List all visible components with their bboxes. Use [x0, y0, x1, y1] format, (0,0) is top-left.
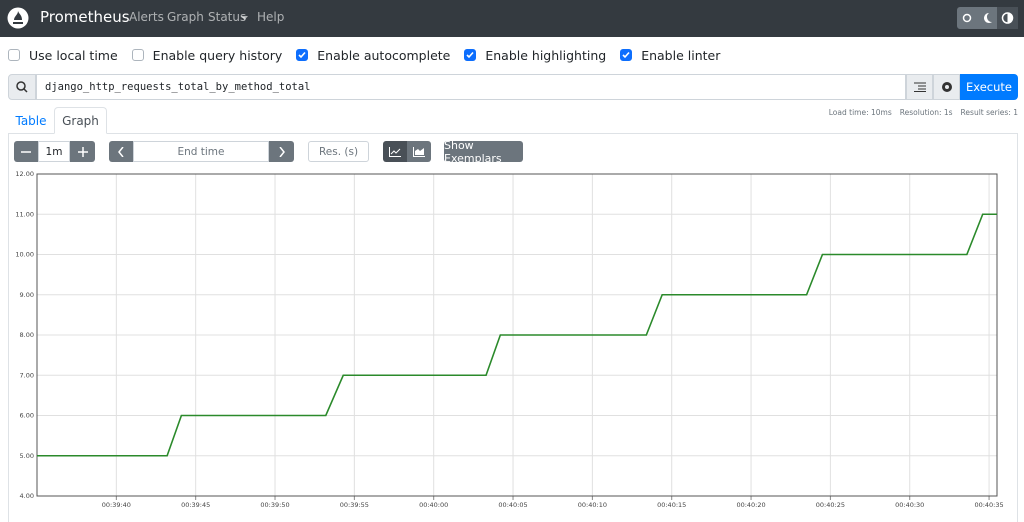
- x-tick-label: 00:39:50: [260, 501, 289, 509]
- exemplars-button[interactable]: Show Exemplars: [444, 139, 523, 165]
- caret: [241, 16, 248, 20]
- x-tick-label: 00:39:55: [340, 501, 369, 509]
- next-time[interactable]: [269, 141, 294, 162]
- x-tick-label: 00:40:05: [498, 501, 527, 509]
- stacked-chart-toggle[interactable]: [407, 141, 431, 162]
- search-icon: [8, 74, 36, 100]
- series-line: [37, 213, 997, 457]
- tab[interactable]: Table: [15, 113, 47, 128]
- x-tick-label: 00:40:10: [578, 501, 607, 509]
- stat: Result series: 1: [960, 108, 1018, 117]
- option-label[interactable]: Use local time: [29, 47, 118, 63]
- y-tick-label: 5.00: [20, 452, 34, 460]
- nav-link[interactable]: Help: [257, 10, 285, 24]
- checkbox[interactable]: [8, 49, 20, 61]
- execute-button[interactable]: Execute: [960, 74, 1018, 100]
- brand[interactable]: Prometheus: [40, 8, 130, 26]
- nav-link[interactable]: Status: [208, 10, 247, 24]
- stat: Load time: 10ms: [828, 108, 892, 117]
- options: Use local time Enable query history Enable…: [8, 47, 720, 63]
- y-tick-label: 11.00: [15, 210, 34, 218]
- x-tick-label: 00:40:00: [419, 501, 448, 509]
- metrics-explorer[interactable]: [933, 74, 960, 100]
- nav-link[interactable]: Alerts: [129, 10, 164, 24]
- logo[interactable]: [7, 7, 29, 29]
- nav-link[interactable]: Graph: [167, 10, 204, 24]
- stats: Load time: 10ms Resolution: 1s Result seri…: [829, 108, 1018, 117]
- format-button[interactable]: [906, 74, 933, 100]
- line-chart-toggle[interactable]: [383, 141, 407, 162]
- checkbox[interactable]: [464, 49, 477, 61]
- option-label[interactable]: Enable autocomplete: [317, 47, 451, 63]
- query-input[interactable]: django_http_requests_total_by_method_tot…: [36, 74, 906, 100]
- decrease-range[interactable]: [14, 141, 38, 162]
- x-tick-label: 00:40:15: [657, 501, 686, 509]
- y-tick-label: 6.00: [20, 412, 34, 420]
- range-input[interactable]: 1m: [38, 141, 70, 162]
- y-tick-label: 12.00: [15, 170, 34, 178]
- y-tick-label: 10.00: [15, 251, 34, 259]
- option: Enable autocomplete: [296, 47, 450, 63]
- checkbox[interactable]: [620, 49, 633, 61]
- option-label[interactable]: Enable highlighting: [485, 47, 607, 63]
- x-tick-label: 00:40:20: [736, 501, 765, 509]
- x-tick-label: 00:40:35: [974, 501, 1003, 509]
- previous-time[interactable]: [109, 141, 133, 162]
- y-tick-label: 7.00: [20, 371, 34, 379]
- y-tick-label: 9.00: [20, 291, 34, 299]
- panel: [8, 133, 1018, 522]
- stat: Resolution: 1s: [899, 108, 953, 117]
- resolution-input[interactable]: Res. (s): [308, 141, 369, 162]
- light-theme[interactable]: [957, 7, 977, 29]
- chart: 4.00 5.00 6.00 7.00 8.00 9.00 10.00 11.00 12.00 0…: [15, 170, 1003, 509]
- x-tick-label: 00:40:25: [816, 501, 845, 509]
- checkbox[interactable]: [131, 49, 144, 61]
- theme-toggle: [957, 7, 1018, 29]
- option: Enable query history: [131, 47, 283, 63]
- navbar: Prometheus Alerts Graph Status Help: [0, 0, 1024, 37]
- x-tick-label: 00:39:45: [181, 501, 210, 509]
- tab[interactable]: Graph: [54, 107, 107, 134]
- option: Use local time: [8, 47, 118, 63]
- end-time-input[interactable]: End time: [133, 141, 269, 162]
- x-tick-label: 00:39:40: [102, 501, 131, 509]
- y-tick-label: 8.00: [20, 331, 34, 339]
- option-label[interactable]: Enable query history: [152, 47, 283, 63]
- checkbox[interactable]: [296, 49, 309, 61]
- option: Enable linter: [620, 47, 720, 63]
- dark-theme[interactable]: [977, 7, 997, 29]
- plot-border: [36, 173, 998, 497]
- option-label[interactable]: Enable linter: [641, 47, 721, 63]
- option: Enable highlighting: [464, 47, 606, 63]
- increase-range[interactable]: [70, 141, 95, 162]
- y-tick-label: 4.00: [20, 492, 34, 500]
- x-tick-label: 00:40:30: [895, 501, 924, 509]
- auto-theme[interactable]: [997, 7, 1018, 29]
